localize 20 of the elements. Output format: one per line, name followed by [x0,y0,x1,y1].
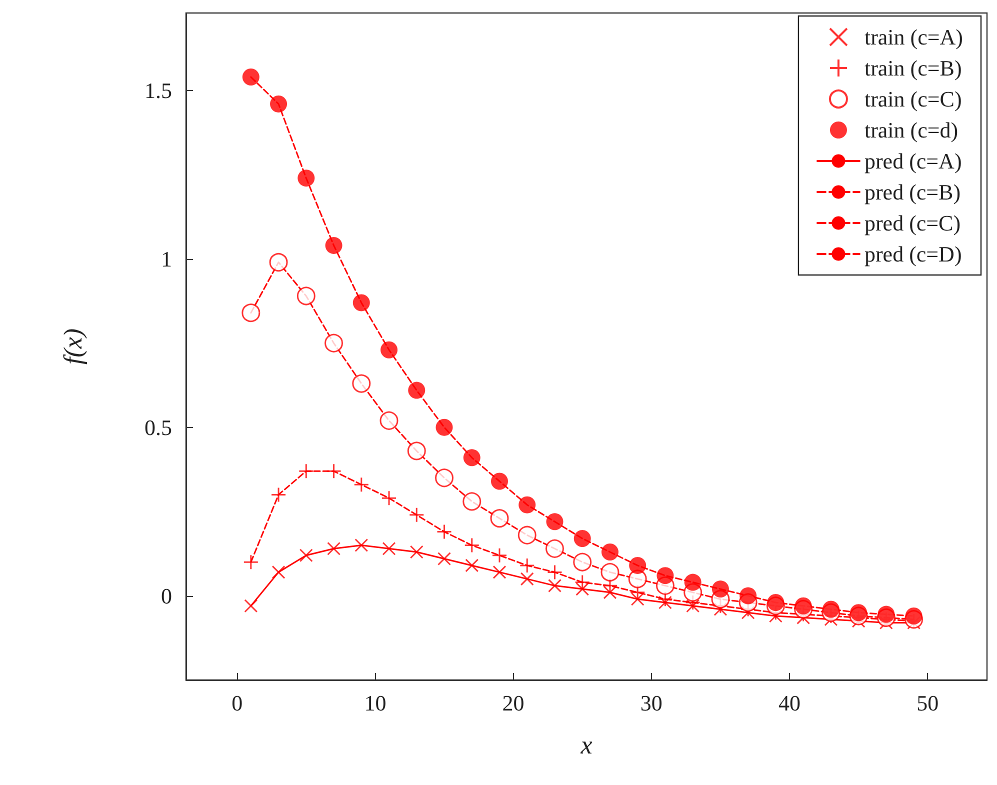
x-tick-label: 20 [502,690,524,716]
legend-label: pred (c=D) [864,242,962,266]
legend-label: train (c=C) [864,86,962,112]
x-tick-label: 50 [916,690,939,716]
legend-label: train (c=d) [864,118,958,142]
legend-label: train (c=A) [864,24,964,50]
y-axis-title: f(x) [58,328,88,365]
legend-label: pred (c=A) [864,148,962,174]
legend-label: pred (c=C) [864,210,961,236]
x-tick-label: 30 [640,690,662,716]
x-tick-label: 0 [232,690,243,716]
y-tick-label: 1 [161,246,172,272]
y-tick-label: 0.5 [144,414,172,440]
x-tick-label: 40 [778,690,801,716]
x-tick-label: 10 [364,690,386,716]
legend-label: train (c=B) [864,56,962,80]
x-axis-title: x [580,730,593,760]
legend-label: pred (c=B) [864,180,961,204]
y-tick-label: 1.5 [144,78,172,103]
y-tick-label: 0 [161,583,172,608]
